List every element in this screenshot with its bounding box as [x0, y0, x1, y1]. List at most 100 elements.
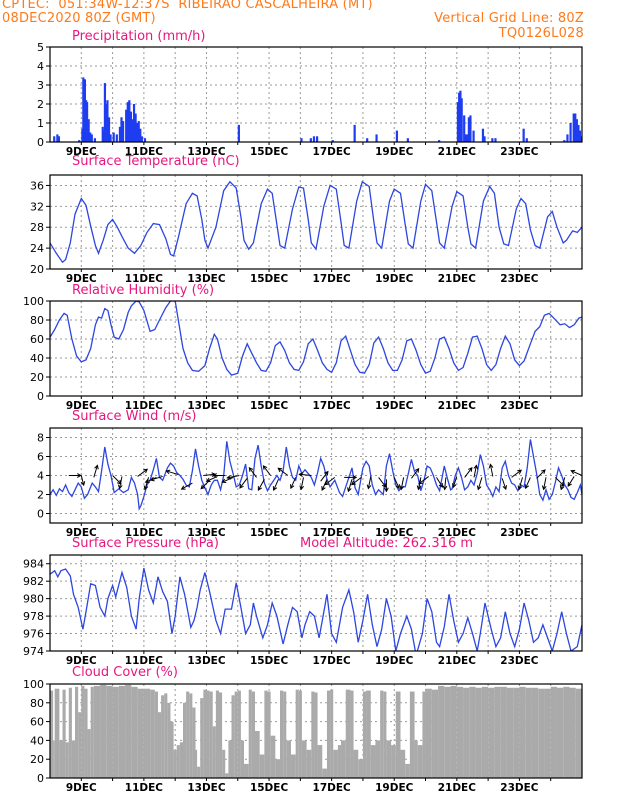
wind-arrow-head: [165, 469, 171, 475]
wind-arrow-head: [321, 486, 326, 492]
wind-arrow-head: [347, 487, 352, 493]
cloud-bar: [112, 686, 119, 778]
series-line: [50, 301, 582, 376]
wind-arrow: [257, 479, 265, 492]
wind-arrow-head: [80, 481, 86, 487]
precip-bar: [129, 111, 132, 142]
precip-bar: [90, 134, 93, 142]
y-tick-label: 978: [23, 610, 44, 623]
cloud-bar: [326, 690, 331, 778]
cloud-bar: [150, 689, 155, 778]
cloud-bar: [215, 690, 219, 778]
wind-arrow-head: [517, 485, 523, 491]
cloud-bar: [264, 690, 268, 778]
wind-arrow: [378, 477, 387, 488]
cloud-bar: [569, 687, 576, 778]
x-tick-label: 23DEC: [500, 655, 539, 667]
wind-arrow: [411, 467, 420, 479]
wind-arrow: [344, 475, 358, 480]
x-tick-label: 23DEC: [500, 146, 539, 158]
cloud-bar: [444, 686, 451, 778]
wind-arrow: [320, 470, 329, 482]
wind-arrow-head: [524, 484, 530, 490]
precip-bar: [128, 100, 131, 142]
wind-arrow-shaft: [464, 467, 473, 478]
cloud-bar: [68, 687, 72, 778]
cloud-bar: [450, 685, 457, 778]
wind-arrow-head: [467, 466, 473, 472]
y-tick-label: 974: [23, 645, 44, 658]
cloud-bar: [386, 740, 392, 778]
header-model-id: TQ0126L028: [498, 26, 584, 41]
cloud-bar: [531, 687, 539, 778]
panel-frame: [49, 46, 583, 143]
cloud-bar: [422, 691, 426, 778]
x-tick-label: 13DEC: [187, 527, 226, 539]
y-tick-label: 60: [30, 333, 44, 346]
x-tick-label: 9DEC: [66, 146, 97, 158]
cloud-bar: [283, 691, 287, 778]
cloud-bar: [375, 740, 381, 778]
precip-bar: [118, 126, 122, 142]
x-tick-label: 9DEC: [66, 273, 97, 285]
wind-arrow-head: [559, 485, 565, 491]
y-tick-label: 20: [30, 371, 44, 384]
cloud-bar: [463, 687, 470, 778]
series-line: [50, 567, 582, 651]
precip-bar: [491, 138, 494, 142]
cloud-bar: [290, 754, 296, 778]
x-tick-label: 15DEC: [250, 273, 289, 285]
y-tick-label: 3: [37, 79, 44, 92]
wind-arrow: [488, 463, 494, 477]
cloud-bar: [575, 688, 582, 778]
wind-arrow: [117, 476, 123, 490]
precip-bar: [580, 136, 582, 142]
panel-4: [46, 554, 583, 654]
cloud-bar: [270, 735, 276, 778]
cloud-bar: [78, 712, 82, 778]
precip-bar: [56, 134, 59, 142]
cloud-bar: [469, 686, 476, 778]
wind-arrow-head: [366, 484, 372, 490]
cloud-bar: [143, 688, 151, 778]
x-tick-label: 21DEC: [438, 527, 477, 539]
x-tick-label: 19DEC: [375, 527, 414, 539]
cloud-bar: [438, 685, 445, 778]
y-tick-label: 40: [30, 734, 44, 747]
cloud-bar: [538, 688, 545, 778]
wind-arrow-head: [517, 469, 523, 475]
precip-bar: [132, 104, 136, 142]
wind-arrow-shaft: [80, 475, 85, 486]
wind-arrow-shaft: [227, 475, 240, 479]
y-tick-label: 100: [23, 295, 44, 308]
header-grid-line-note: Vertical Grid Line: 80Z: [434, 11, 584, 26]
precip-bar: [375, 134, 378, 142]
panel-3: [46, 427, 583, 526]
precip-bar: [87, 119, 90, 142]
cloud-bar: [93, 685, 101, 778]
cloud-bar: [322, 768, 327, 778]
cloud-bar: [251, 691, 255, 778]
precip-bar: [107, 117, 111, 142]
y-tick-label: 6: [37, 451, 44, 464]
wind-arrow-head: [502, 485, 508, 491]
y-tick-label: 36: [30, 179, 44, 192]
precip-bar: [125, 109, 128, 142]
wind-arrow: [272, 479, 279, 492]
x-tick-label: 13DEC: [187, 782, 226, 794]
cloud-bar: [267, 691, 271, 778]
wind-arrow-shaft: [203, 473, 216, 476]
cloud-bar: [519, 686, 526, 778]
y-tick-label: 4: [37, 470, 44, 483]
wind-arrow-shaft: [290, 477, 297, 489]
x-tick-label: 21DEC: [438, 400, 477, 412]
cloud-bar: [358, 759, 363, 778]
cloud-bar: [240, 740, 245, 778]
cloud-bar: [228, 740, 232, 778]
y-tick-label: 984: [23, 558, 44, 571]
cloud-bar: [414, 740, 418, 778]
wind-arrow-head: [257, 486, 263, 492]
wind-arrow: [517, 477, 524, 491]
cloud-bar: [50, 690, 54, 778]
x-tick-label: 9DEC: [66, 400, 97, 412]
